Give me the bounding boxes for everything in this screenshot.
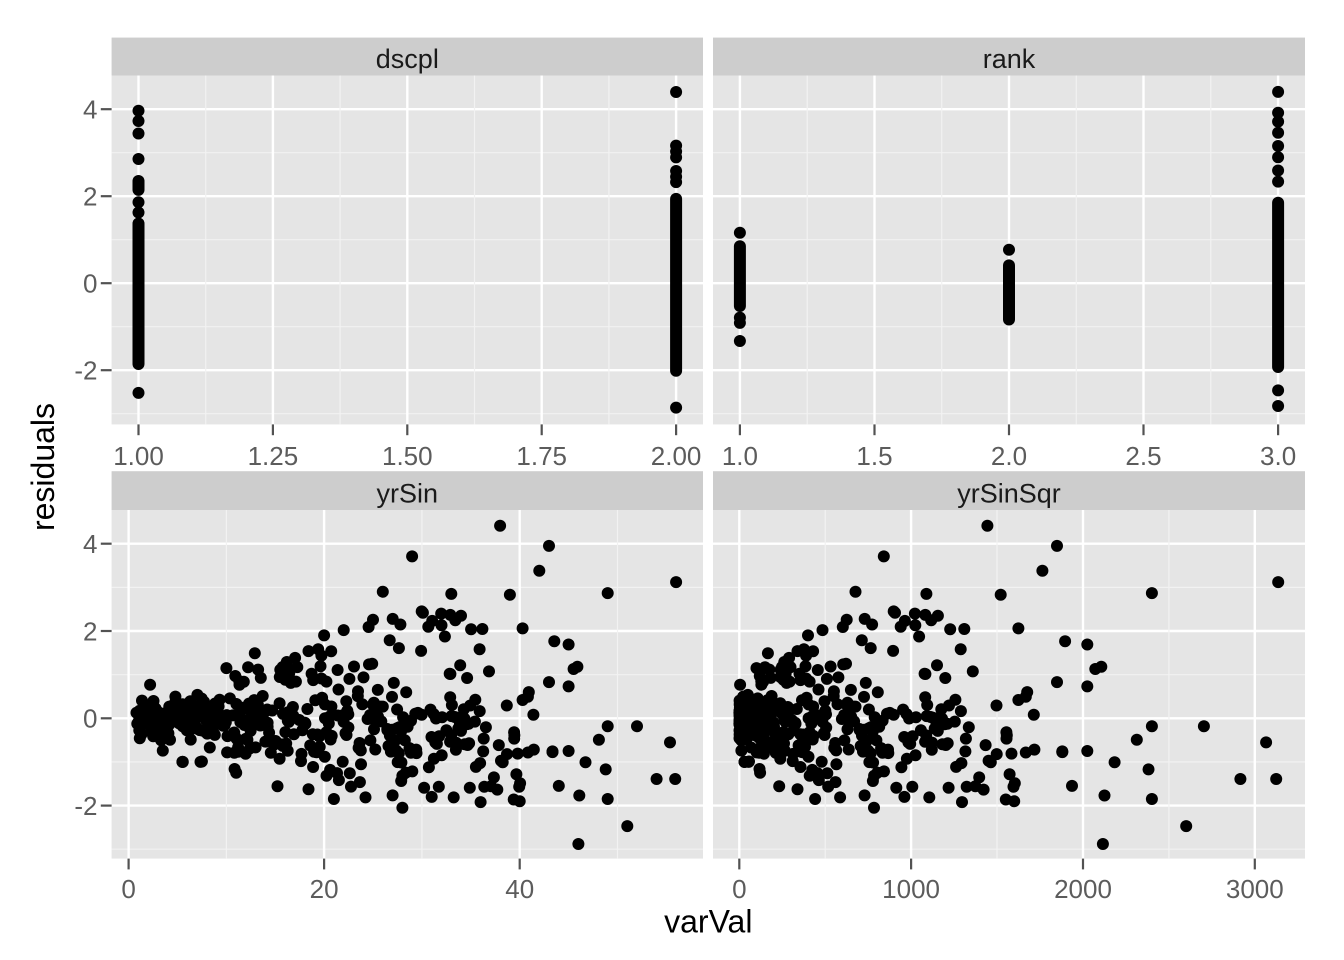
svg-text:3000: 3000 bbox=[1226, 874, 1284, 904]
svg-text:varVal: varVal bbox=[664, 904, 752, 940]
svg-text:yrSin: yrSin bbox=[377, 479, 439, 509]
svg-text:4: 4 bbox=[83, 529, 97, 559]
svg-text:0: 0 bbox=[732, 874, 746, 904]
svg-text:1000: 1000 bbox=[882, 874, 940, 904]
svg-text:2: 2 bbox=[83, 182, 97, 212]
svg-text:-2: -2 bbox=[74, 791, 97, 821]
svg-text:yrSinSqr: yrSinSqr bbox=[957, 479, 1061, 509]
svg-text:0: 0 bbox=[121, 874, 135, 904]
svg-text:1.25: 1.25 bbox=[248, 441, 299, 471]
svg-text:0: 0 bbox=[83, 704, 97, 734]
svg-text:2.00: 2.00 bbox=[651, 441, 702, 471]
svg-text:rank: rank bbox=[983, 44, 1036, 74]
svg-text:1.50: 1.50 bbox=[382, 441, 433, 471]
svg-text:0: 0 bbox=[83, 269, 97, 299]
svg-text:3.0: 3.0 bbox=[1260, 441, 1296, 471]
svg-text:1.75: 1.75 bbox=[516, 441, 567, 471]
svg-text:2.0: 2.0 bbox=[991, 441, 1027, 471]
svg-text:20: 20 bbox=[310, 874, 339, 904]
svg-text:1.5: 1.5 bbox=[856, 441, 892, 471]
svg-text:1.00: 1.00 bbox=[113, 441, 164, 471]
svg-text:2: 2 bbox=[83, 616, 97, 646]
svg-text:40: 40 bbox=[505, 874, 534, 904]
svg-text:-2: -2 bbox=[74, 356, 97, 386]
svg-text:dscpl: dscpl bbox=[376, 44, 439, 74]
svg-text:residuals: residuals bbox=[25, 403, 61, 531]
svg-text:4: 4 bbox=[83, 95, 97, 125]
svg-text:2000: 2000 bbox=[1054, 874, 1112, 904]
svg-text:2.5: 2.5 bbox=[1125, 441, 1161, 471]
svg-text:1.0: 1.0 bbox=[722, 441, 758, 471]
